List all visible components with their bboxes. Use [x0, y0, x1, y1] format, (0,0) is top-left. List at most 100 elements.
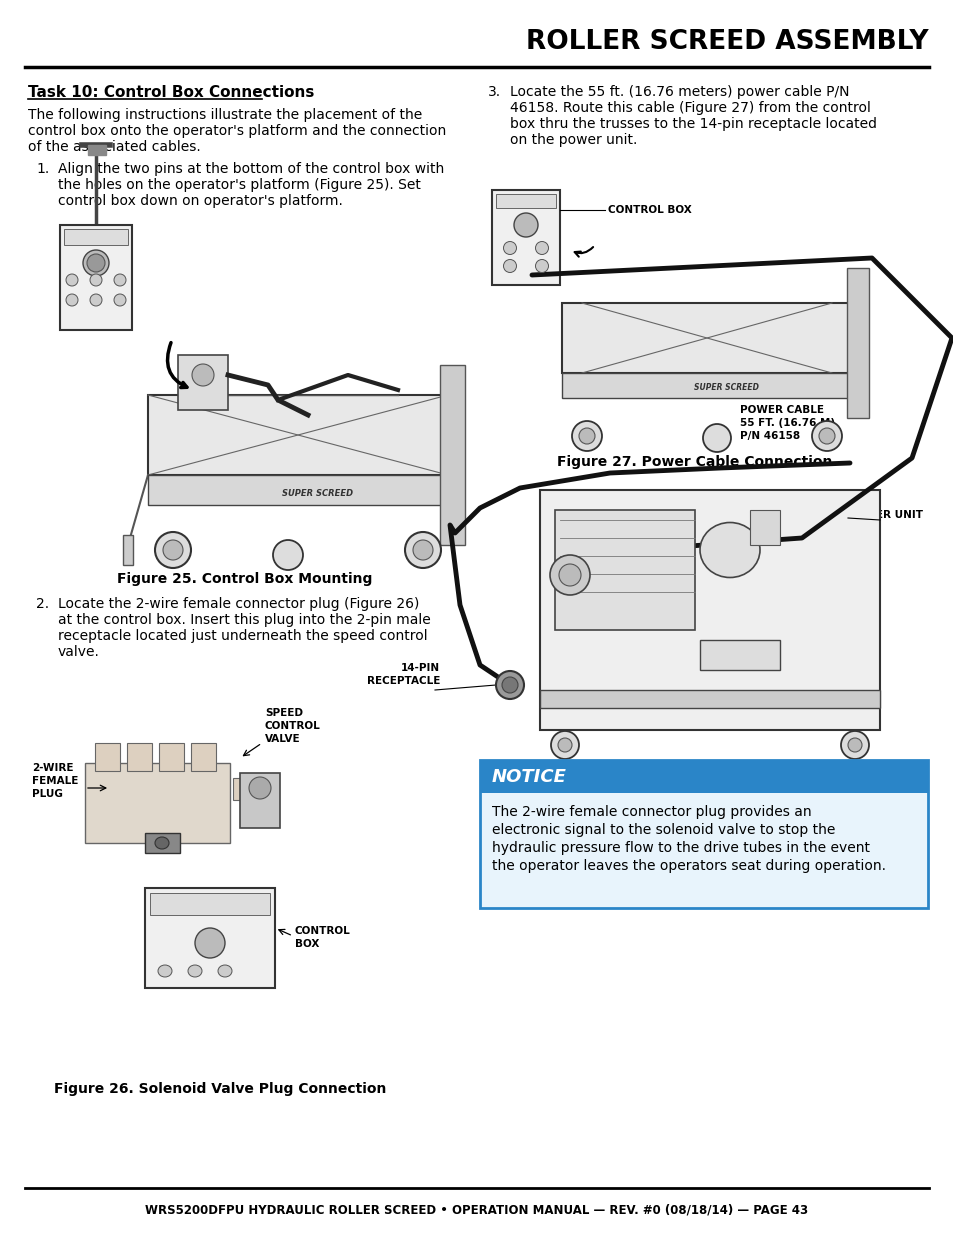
- Ellipse shape: [578, 429, 595, 445]
- Text: 1.: 1.: [36, 162, 50, 177]
- Ellipse shape: [158, 965, 172, 977]
- Ellipse shape: [188, 965, 202, 977]
- Bar: [749, 510, 780, 545]
- Bar: [191, 743, 215, 771]
- Ellipse shape: [558, 564, 580, 585]
- Ellipse shape: [535, 242, 548, 254]
- Text: SPEED: SPEED: [265, 708, 303, 718]
- Bar: [85, 763, 230, 844]
- Bar: [64, 228, 128, 245]
- Text: on the power unit.: on the power unit.: [510, 133, 637, 147]
- Bar: [123, 535, 132, 564]
- Text: 14-PIN: 14-PIN: [400, 663, 439, 673]
- Bar: [148, 395, 448, 475]
- Bar: [479, 793, 927, 908]
- Bar: [159, 743, 184, 771]
- Bar: [150, 893, 270, 915]
- Ellipse shape: [405, 532, 440, 568]
- Text: Figure 26. Solenoid Valve Plug Connection: Figure 26. Solenoid Valve Plug Connectio…: [53, 1082, 386, 1095]
- Text: The following instructions illustrate the placement of the: The following instructions illustrate th…: [28, 107, 422, 122]
- Bar: [95, 743, 120, 771]
- Text: PLUG: PLUG: [32, 789, 63, 799]
- Text: Locate the 55 ft. (16.76 meters) power cable P/N: Locate the 55 ft. (16.76 meters) power c…: [510, 85, 848, 99]
- Text: at the control box. Insert this plug into the 2-pin male: at the control box. Insert this plug int…: [58, 613, 431, 627]
- Text: 3.: 3.: [488, 85, 500, 99]
- Text: 55 FT. (16.76 M): 55 FT. (16.76 M): [740, 417, 834, 429]
- Text: Task 10: Control Box Connections: Task 10: Control Box Connections: [28, 85, 314, 100]
- Bar: [496, 194, 556, 207]
- Bar: [145, 888, 274, 988]
- Text: POWER UNIT: POWER UNIT: [847, 510, 923, 520]
- Ellipse shape: [496, 671, 523, 699]
- Ellipse shape: [83, 249, 109, 275]
- Bar: [561, 373, 851, 398]
- Bar: [700, 640, 780, 671]
- Text: Align the two pins at the bottom of the control box with: Align the two pins at the bottom of the …: [58, 162, 444, 177]
- Ellipse shape: [273, 540, 303, 571]
- Bar: [479, 760, 927, 908]
- Text: the holes on the operator's platform (Figure 25). Set: the holes on the operator's platform (Fi…: [58, 178, 420, 191]
- Bar: [539, 490, 879, 730]
- Ellipse shape: [514, 212, 537, 237]
- Bar: [479, 760, 927, 793]
- Text: FEMALE: FEMALE: [32, 776, 78, 785]
- Ellipse shape: [501, 677, 517, 693]
- Ellipse shape: [192, 364, 213, 387]
- Text: ROLLER SCREED ASSEMBLY: ROLLER SCREED ASSEMBLY: [526, 28, 928, 56]
- Bar: [127, 743, 152, 771]
- Text: Locate the 2-wire female connector plug (Figure 26): Locate the 2-wire female connector plug …: [58, 597, 419, 611]
- Bar: [492, 190, 559, 285]
- Bar: [60, 225, 132, 330]
- Ellipse shape: [218, 965, 232, 977]
- Text: control box down on operator's platform.: control box down on operator's platform.: [58, 194, 342, 207]
- Text: SUPER SCREED: SUPER SCREED: [694, 384, 759, 393]
- Ellipse shape: [249, 777, 271, 799]
- Text: 46158. Route this cable (Figure 27) from the control: 46158. Route this cable (Figure 27) from…: [510, 101, 870, 115]
- Text: control box onto the operator's platform and the connection: control box onto the operator's platform…: [28, 124, 446, 138]
- Ellipse shape: [90, 274, 102, 287]
- Ellipse shape: [66, 274, 78, 287]
- Ellipse shape: [550, 555, 589, 595]
- Ellipse shape: [811, 421, 841, 451]
- Text: the operator leaves the operators seat during operation.: the operator leaves the operators seat d…: [492, 860, 885, 873]
- Bar: [148, 475, 448, 505]
- Ellipse shape: [503, 242, 516, 254]
- Ellipse shape: [154, 837, 169, 848]
- Bar: [439, 366, 464, 545]
- Text: The 2-wire female connector plug provides an: The 2-wire female connector plug provide…: [492, 805, 811, 819]
- Ellipse shape: [558, 739, 572, 752]
- Ellipse shape: [87, 254, 105, 272]
- Text: CONTROL: CONTROL: [294, 926, 351, 936]
- Ellipse shape: [700, 522, 760, 578]
- Text: Figure 27. Power Cable Connection: Figure 27. Power Cable Connection: [557, 454, 832, 469]
- Bar: [846, 268, 868, 417]
- Text: POWER CABLE: POWER CABLE: [740, 405, 823, 415]
- Ellipse shape: [413, 540, 433, 559]
- Ellipse shape: [551, 731, 578, 760]
- Ellipse shape: [90, 294, 102, 306]
- Ellipse shape: [572, 421, 601, 451]
- Text: 2-WIRE: 2-WIRE: [32, 763, 73, 773]
- Bar: [539, 690, 879, 708]
- Bar: [555, 510, 695, 630]
- Ellipse shape: [702, 424, 730, 452]
- Text: NOTICE: NOTICE: [492, 768, 566, 785]
- Text: VALVE: VALVE: [265, 734, 300, 743]
- Text: of the associated cables.: of the associated cables.: [28, 140, 200, 154]
- Text: hydraulic pressure flow to the drive tubes in the event: hydraulic pressure flow to the drive tub…: [492, 841, 869, 855]
- Ellipse shape: [535, 259, 548, 273]
- Ellipse shape: [113, 274, 126, 287]
- Bar: [145, 832, 180, 853]
- Ellipse shape: [503, 259, 516, 273]
- Ellipse shape: [194, 927, 225, 958]
- Text: RECEPTACLE: RECEPTACLE: [366, 676, 439, 685]
- Bar: [88, 144, 106, 156]
- Text: receptacle located just underneath the speed control: receptacle located just underneath the s…: [58, 629, 427, 643]
- Ellipse shape: [163, 540, 183, 559]
- Text: box thru the trusses to the 14-pin receptacle located: box thru the trusses to the 14-pin recep…: [510, 117, 876, 131]
- Ellipse shape: [66, 294, 78, 306]
- Text: P/N 46158: P/N 46158: [740, 431, 800, 441]
- Text: CONTROL: CONTROL: [265, 721, 320, 731]
- Ellipse shape: [113, 294, 126, 306]
- Text: CONTROL BOX: CONTROL BOX: [607, 205, 691, 215]
